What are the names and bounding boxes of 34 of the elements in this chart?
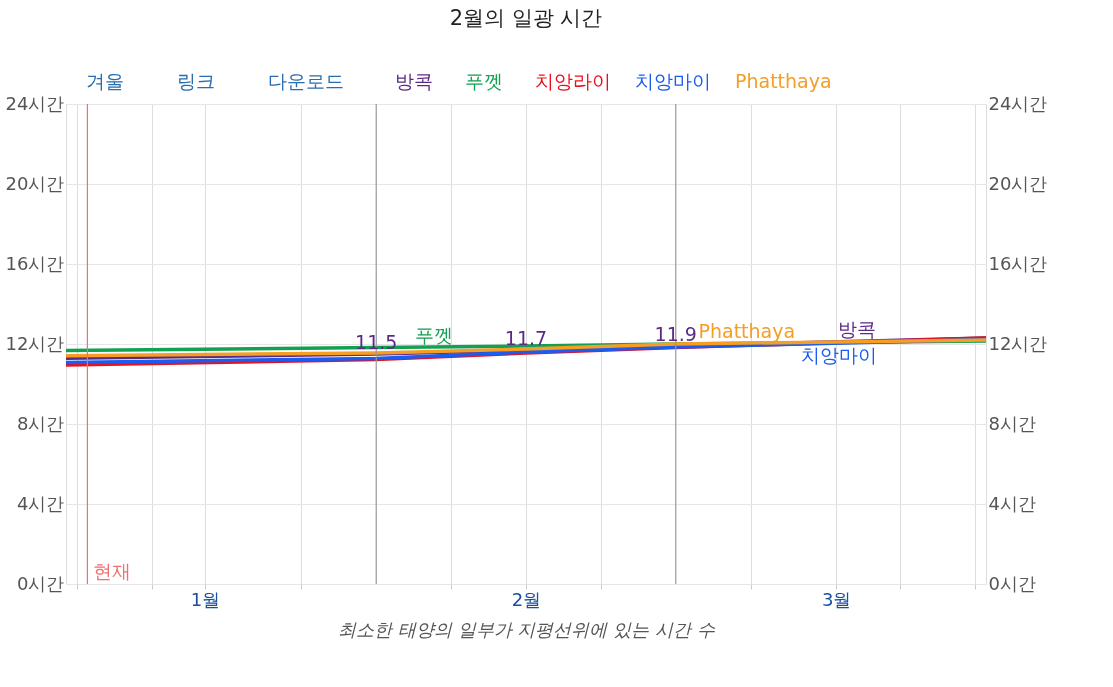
series-label: Phatthaya bbox=[698, 320, 796, 343]
text: 링크 bbox=[177, 70, 215, 92]
y-tick-label: 8시간 bbox=[17, 412, 65, 434]
ref-line-label: 현재 bbox=[93, 560, 132, 582]
text: 푸껫 bbox=[465, 70, 503, 92]
y-tick-label: 0시간 bbox=[17, 572, 65, 594]
series-label: 방콕 bbox=[838, 318, 877, 341]
y2-tick-label: 4시간 bbox=[988, 492, 1036, 514]
y2-tick-label: 24시간 bbox=[988, 92, 1048, 114]
text: 겨울 bbox=[86, 70, 124, 92]
y2-tick-label: 16시간 bbox=[988, 252, 1048, 274]
series-label: 치앙마이 bbox=[800, 344, 877, 367]
y-tick-label: 4시간 bbox=[17, 492, 65, 514]
x-tick-label: 3월 bbox=[822, 588, 852, 610]
y-tick-label: 16시간 bbox=[5, 252, 65, 274]
text: 방콕 bbox=[395, 70, 433, 92]
y2-tick-label: 20시간 bbox=[988, 172, 1048, 194]
x-axis-title: 최소한 태양의 일부가 지평선위에 있는 시간 수 bbox=[338, 618, 716, 640]
y2-tick-label: 8시간 bbox=[988, 412, 1036, 434]
annotation: 11.7 bbox=[504, 327, 548, 349]
annotation: 11.9 bbox=[654, 323, 697, 345]
y2-tick-label: 0시간 bbox=[988, 572, 1036, 594]
text: 치앙라이 bbox=[535, 70, 611, 92]
text: Phatthaya bbox=[735, 70, 832, 92]
y-tick-label: 12시간 bbox=[5, 332, 65, 354]
y2-tick-label: 12시간 bbox=[988, 332, 1048, 354]
x-tick-label: 1월 bbox=[190, 588, 221, 610]
x-tick-label: 2월 bbox=[511, 588, 542, 610]
series-label: 푸껫 bbox=[415, 323, 453, 346]
y-tick-label: 20시간 bbox=[5, 172, 65, 194]
text: 치앙마이 bbox=[635, 70, 711, 92]
chart-title: 2월의 일광 시간 bbox=[449, 6, 603, 30]
y-tick-label: 24시간 bbox=[5, 92, 65, 114]
text: 다운로드 bbox=[268, 70, 344, 92]
